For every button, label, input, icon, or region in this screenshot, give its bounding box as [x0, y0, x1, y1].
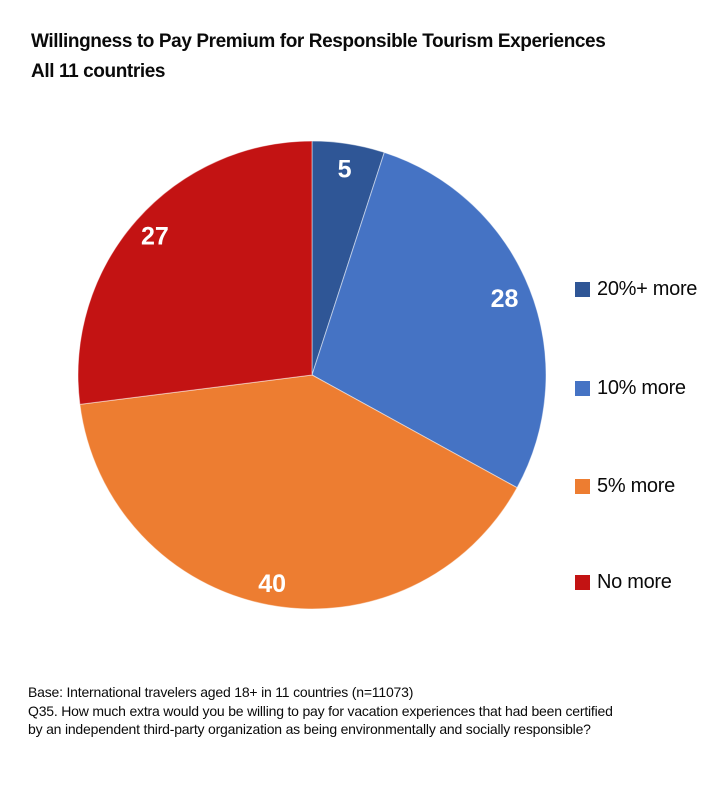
legend-item-20pct-more: 20%+ more	[575, 274, 697, 304]
legend-item-5pct-more: 5% more	[575, 471, 675, 501]
pie-slice-5-more	[79, 374, 518, 610]
footnote: Base: International travelers aged 18+ i…	[28, 683, 723, 739]
pie-chart-svg: 5 28 40 27	[77, 140, 547, 610]
legend-label: 10% more	[597, 376, 686, 399]
pie-slice-10-more	[311, 151, 547, 489]
legend-swatch-5pct-more	[575, 478, 590, 494]
footnote-question-line-1: Q35. How much extra would you be willing…	[28, 702, 613, 719]
pie-data-label: 28	[491, 285, 519, 313]
legend-label: No more	[597, 570, 672, 593]
pie-data-label: 40	[258, 570, 286, 598]
legend-swatch-10pct-more	[575, 380, 590, 396]
footnote-question-line-2: by an independent third-party organizati…	[28, 721, 591, 737]
legend-item-no-more: No more	[575, 567, 672, 597]
pie-slice-no-more	[77, 140, 313, 405]
legend-label: 20%+ more	[597, 277, 698, 300]
chart-title: Willingness to Pay Premium for Responsib…	[31, 27, 606, 87]
chart-title-line-2: All 11 countries	[31, 61, 166, 82]
legend-swatch-20pct-more	[575, 281, 590, 297]
footnote-base-line: Base: International travelers aged 18+ i…	[28, 684, 414, 700]
chart-title-line-1: Willingness to Pay Premium for Responsib…	[31, 31, 606, 52]
pie-data-label: 5	[338, 155, 352, 183]
legend: 20%+ more 10% more 5% more No more	[575, 0, 724, 791]
pie-data-label: 27	[141, 223, 169, 251]
legend-item-10pct-more: 10% more	[575, 373, 686, 403]
pie-chart: 5 28 40 27	[77, 140, 547, 610]
legend-label: 5% more	[597, 474, 675, 497]
legend-swatch-no-more	[575, 574, 590, 590]
